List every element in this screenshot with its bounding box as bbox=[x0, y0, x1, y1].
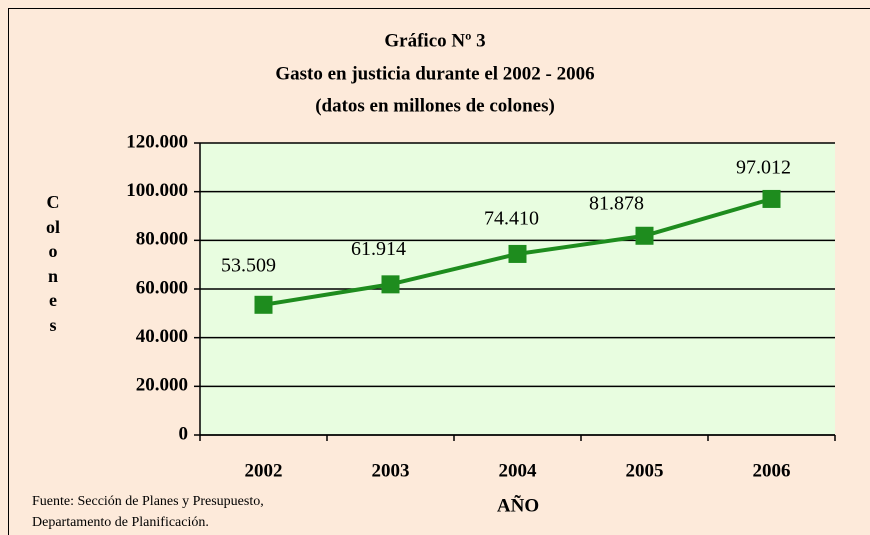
chart-title: (datos en millones de colones) bbox=[315, 95, 555, 116]
y-tick-label: 20.000 bbox=[136, 375, 188, 396]
data-label: 74.410 bbox=[484, 208, 539, 230]
y-tick-label: 0 bbox=[179, 423, 189, 444]
marker bbox=[635, 226, 654, 245]
x-axis-label: AÑO bbox=[497, 494, 539, 516]
x-tick-label: 2004 bbox=[499, 460, 538, 481]
marker bbox=[762, 189, 781, 208]
x-tick-label: 2005 bbox=[626, 460, 664, 481]
source: Departamento de Planificación. bbox=[32, 515, 209, 530]
marker bbox=[254, 295, 273, 314]
marker bbox=[508, 244, 527, 263]
data-label: 53.509 bbox=[221, 254, 276, 276]
source: Fuente: Sección de Planes y Presupuesto, bbox=[32, 494, 264, 509]
y-tick-label: 80.000 bbox=[136, 229, 188, 250]
data-label: 61.914 bbox=[351, 238, 406, 260]
y-tick-label: 100.000 bbox=[126, 180, 188, 201]
y-axis-label: Colones bbox=[46, 192, 61, 335]
chart-title: Gasto en justicia durante el 2002 - 2006 bbox=[275, 63, 594, 84]
chart-title: Gráfico Nº 3 bbox=[384, 30, 485, 51]
x-tick-label: 2003 bbox=[372, 460, 410, 481]
x-tick-label: 2006 bbox=[753, 460, 791, 481]
data-label: 81.878 bbox=[589, 192, 644, 214]
y-tick-label: 60.000 bbox=[136, 277, 188, 298]
y-tick-label: 120.000 bbox=[126, 131, 188, 152]
marker bbox=[381, 275, 400, 294]
x-tick-label: 2002 bbox=[245, 460, 283, 481]
data-label: 97.012 bbox=[736, 157, 791, 179]
y-tick-label: 40.000 bbox=[136, 326, 188, 347]
